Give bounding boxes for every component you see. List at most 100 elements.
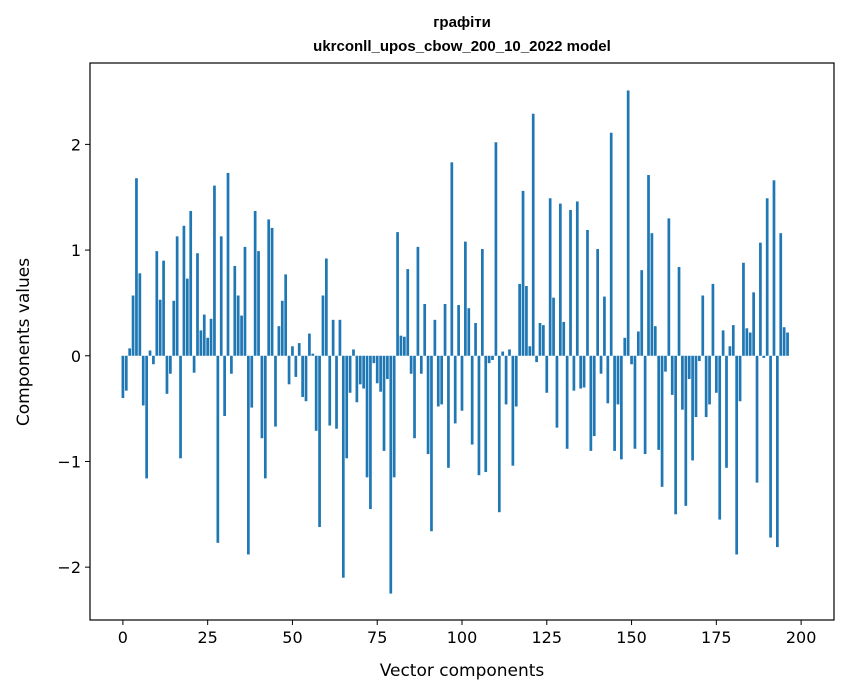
- bar: [569, 209, 572, 356]
- bar: [152, 355, 155, 365]
- y-tick-label: −1: [57, 452, 81, 471]
- bar: [748, 332, 752, 356]
- bar: [216, 355, 220, 543]
- bar: [769, 355, 772, 538]
- bar: [562, 321, 566, 356]
- bar: [508, 349, 511, 356]
- bar: [179, 355, 182, 459]
- bar: [192, 355, 196, 373]
- bar: [165, 355, 169, 394]
- bar: [742, 262, 745, 356]
- bar: [589, 355, 593, 451]
- bar: [358, 355, 362, 385]
- bars-group: [121, 90, 789, 594]
- bar: [226, 172, 230, 356]
- bar: [141, 355, 145, 406]
- bar: [338, 319, 342, 356]
- bar: [297, 343, 301, 356]
- bar: [345, 355, 349, 459]
- bar: [409, 355, 413, 374]
- bar: [548, 198, 552, 356]
- bar: [243, 246, 247, 356]
- bar: [301, 355, 304, 397]
- y-axis-label: Components values: [14, 258, 34, 426]
- x-tick-label: 200: [786, 628, 817, 647]
- x-tick-label: 150: [616, 628, 647, 647]
- bar: [745, 328, 749, 356]
- bar: [786, 332, 789, 356]
- x-axis-ticks: 0 25 50 75 100 125 150 175 200: [118, 620, 817, 647]
- bar: [660, 355, 664, 487]
- bar: [457, 305, 460, 356]
- x-tick-label: 75: [367, 628, 387, 647]
- bar: [209, 318, 213, 356]
- bar: [721, 330, 725, 356]
- bar: [487, 355, 491, 364]
- bar: [253, 210, 257, 356]
- bar: [369, 355, 372, 510]
- bar: [182, 225, 186, 356]
- bar: [772, 180, 776, 356]
- bar: [630, 355, 633, 365]
- bar: [552, 297, 555, 356]
- bar: [535, 355, 538, 363]
- bar: [586, 229, 589, 356]
- bar: [460, 355, 464, 411]
- bar: [440, 355, 444, 405]
- bar: [501, 351, 505, 356]
- bar: [667, 218, 671, 356]
- bar: [623, 337, 627, 356]
- bar: [494, 142, 498, 356]
- bar: [436, 355, 440, 407]
- bar: [592, 355, 596, 437]
- bar: [280, 300, 284, 356]
- bar: [725, 355, 728, 468]
- bar: [752, 292, 755, 356]
- bar: [511, 355, 515, 466]
- bar: [759, 242, 762, 356]
- bar: [504, 355, 508, 405]
- bar: [731, 325, 735, 356]
- bar: [148, 350, 152, 356]
- bar: [321, 295, 325, 356]
- bar: [423, 303, 427, 356]
- bar: [643, 355, 647, 455]
- bar: [681, 355, 684, 410]
- bar: [518, 283, 521, 356]
- bar: [582, 355, 586, 388]
- bar: [653, 326, 657, 356]
- bar: [331, 319, 335, 356]
- bar: [419, 355, 423, 374]
- bar: [121, 355, 125, 399]
- bar: [155, 251, 159, 356]
- bar: [579, 355, 583, 389]
- bar: [274, 355, 277, 427]
- y-tick-label: 1: [71, 241, 81, 260]
- bar: [199, 330, 203, 356]
- bar: [565, 355, 569, 449]
- bar: [599, 355, 603, 374]
- bar: [284, 274, 288, 356]
- bar: [426, 355, 430, 455]
- bar: [664, 355, 667, 372]
- bar: [399, 335, 403, 356]
- x-tick-label: 0: [118, 628, 128, 647]
- bar: [467, 308, 471, 356]
- bar: [131, 295, 135, 356]
- bar: [657, 355, 661, 450]
- bar: [430, 355, 433, 532]
- bar: [609, 132, 613, 356]
- bar: [620, 355, 623, 460]
- x-tick-label: 175: [701, 628, 732, 647]
- bar: [542, 325, 545, 356]
- bar: [443, 303, 447, 356]
- bar: [372, 355, 376, 364]
- bar: [230, 355, 233, 374]
- bar: [202, 314, 206, 356]
- bar: [470, 355, 474, 445]
- bar: [270, 227, 274, 356]
- bar: [755, 355, 759, 483]
- bar: [497, 355, 501, 513]
- bar: [694, 355, 698, 418]
